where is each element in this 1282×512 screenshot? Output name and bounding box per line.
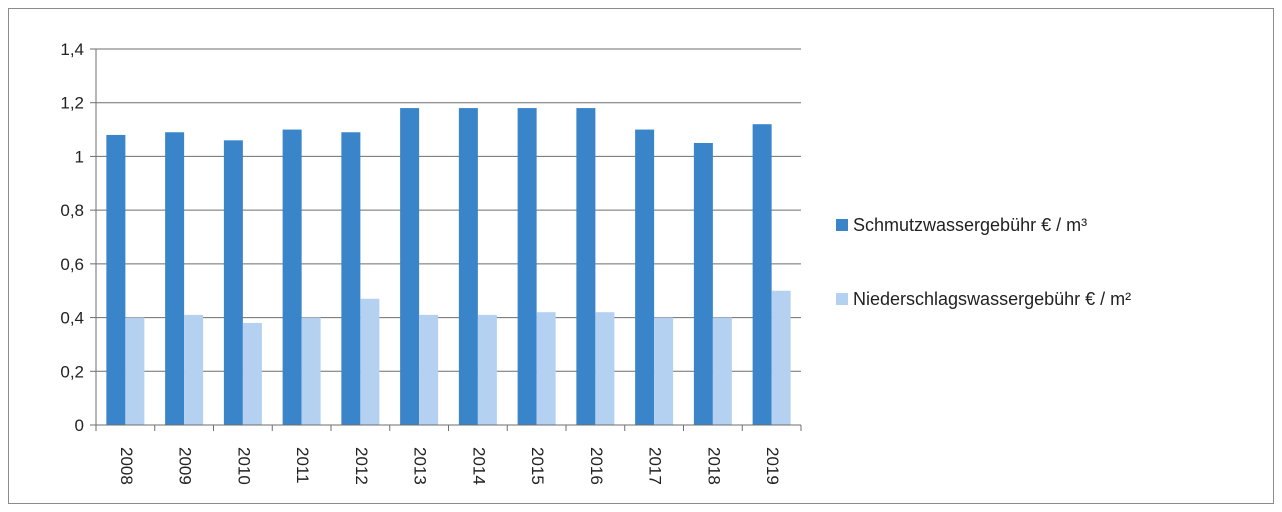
bar-chart: 0 0,2 0,4 0,6 0,8 1 1,2 1,4 2008 2009 2010 2011 201…	[60, 40, 1131, 485]
bar	[184, 314, 204, 425]
bar	[282, 129, 302, 426]
x-tick-label: 2011	[293, 447, 312, 484]
y-tick-label: 0,4	[60, 309, 84, 328]
x-tick-label: 2019	[763, 447, 782, 485]
chart-frame: 0 0,2 0,4 0,6 0,8 1 1,2 1,4 2008 2009 2010 2011 201…	[8, 8, 1274, 504]
x-tick-label: 2009	[176, 447, 195, 485]
bar	[400, 108, 420, 425]
bar	[536, 312, 556, 425]
bar	[125, 317, 145, 425]
bar	[477, 314, 497, 425]
bar	[106, 134, 126, 425]
bar	[635, 129, 655, 426]
x-tick-label: 2015	[528, 447, 547, 485]
bar	[458, 108, 478, 425]
x-tick-label: 2008	[117, 447, 136, 485]
y-tick-label: 0,8	[60, 201, 84, 220]
legend: Schmutzwassergebühr € / m³ Niederschlags…	[836, 215, 1131, 309]
bar	[752, 124, 772, 425]
legend-swatch-niederschlagswasser	[836, 293, 848, 305]
bar	[242, 322, 262, 425]
y-tick-label: 1,2	[60, 94, 84, 113]
x-tick-label: 2014	[469, 447, 488, 485]
x-axis-ticks: 2008 2009 2010 2011 2012 2013 2014 2015 2016 2017…	[95, 425, 802, 485]
x-tick-label: 2013	[411, 447, 430, 485]
x-tick-label: 2018	[704, 447, 723, 485]
y-tick-label: 0,2	[60, 362, 84, 381]
x-tick-label: 2017	[646, 447, 665, 485]
legend-swatch-schmutzwasser	[836, 219, 848, 231]
legend-label-niederschlagswasser: Niederschlagswassergebühr € / m²	[853, 289, 1131, 309]
bar	[576, 108, 596, 425]
x-tick-label: 2012	[352, 447, 371, 485]
bar	[165, 132, 185, 425]
bar	[654, 317, 674, 425]
bar	[223, 140, 243, 426]
y-axis-ticks: 0 0,2 0,4 0,6 0,8 1 1,2 1,4	[60, 40, 96, 435]
bar	[771, 290, 791, 425]
y-tick-label: 1	[75, 147, 84, 166]
bar	[360, 298, 380, 425]
bar	[301, 317, 321, 425]
legend-label-schmutzwasser: Schmutzwassergebühr € / m³	[853, 215, 1087, 235]
x-tick-label: 2016	[587, 447, 606, 485]
bar	[341, 132, 361, 425]
x-tick-label: 2010	[234, 447, 253, 485]
bar	[595, 312, 615, 425]
y-tick-label: 0,6	[60, 255, 84, 274]
bars	[106, 108, 791, 426]
gridlines	[96, 48, 801, 372]
y-tick-label: 0	[75, 416, 84, 435]
bar	[712, 317, 732, 425]
bar	[419, 314, 439, 425]
bar	[517, 108, 537, 425]
bar	[693, 143, 713, 425]
y-tick-label: 1,4	[60, 40, 84, 59]
